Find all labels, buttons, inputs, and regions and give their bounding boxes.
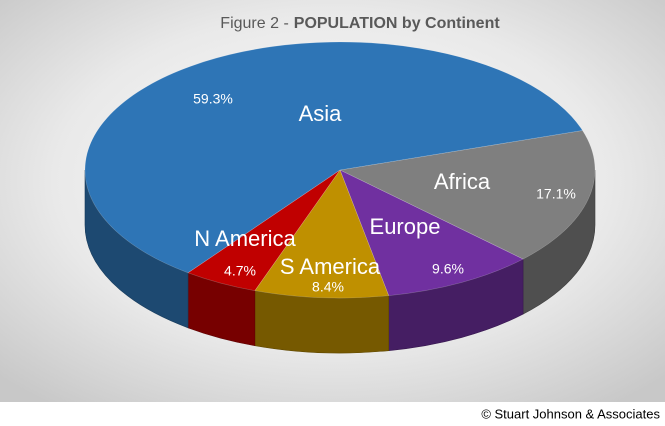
chart-title: Figure 2 - POPULATION by Continent — [220, 15, 500, 32]
slice — [187, 169, 341, 291]
category-label: S America — [280, 254, 381, 279]
slice — [339, 130, 596, 260]
value-label: 4.7% — [224, 263, 256, 279]
category-label: Europe — [370, 214, 441, 239]
category-label: Asia — [299, 101, 343, 126]
value-label: 59.3% — [193, 91, 233, 107]
value-label: 8.4% — [312, 279, 344, 295]
title-main: POPULATION by Continent — [294, 15, 501, 32]
category-label: Africa — [434, 169, 491, 194]
slice — [339, 169, 524, 296]
value-label: 17.1% — [536, 186, 576, 202]
value-label: 9.6% — [432, 261, 464, 277]
title-prefix: Figure 2 - — [220, 15, 288, 32]
slice — [84, 41, 584, 274]
credit: © Stuart Johnson & Associates — [481, 406, 660, 421]
category-label: N America — [194, 226, 296, 251]
slice-side — [84, 169, 189, 329]
slice — [254, 169, 390, 299]
slice-side — [254, 290, 389, 354]
